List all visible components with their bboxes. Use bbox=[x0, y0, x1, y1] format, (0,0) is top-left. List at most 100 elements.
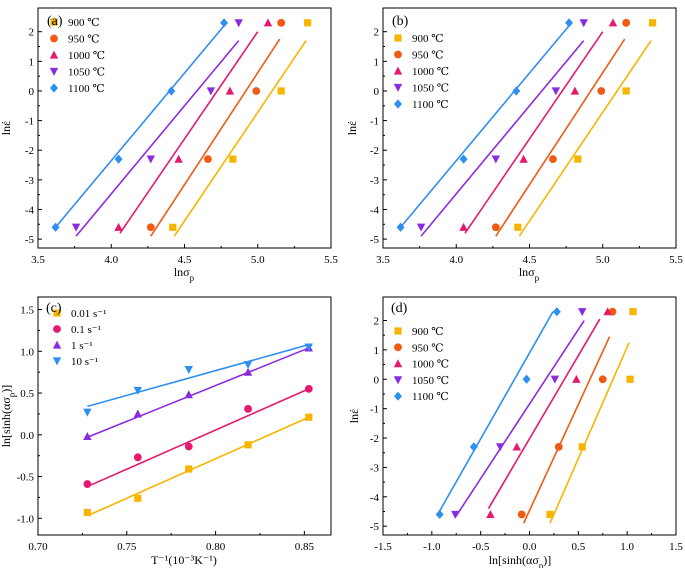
y-tick-label: 1 bbox=[374, 56, 380, 68]
x-tick-label: 5.0 bbox=[251, 254, 265, 266]
x-tick-label: 4.0 bbox=[449, 254, 463, 266]
y-tick-label: -1 bbox=[25, 116, 34, 128]
x-axis-label: lnσp bbox=[519, 265, 540, 283]
plot-frame bbox=[37, 296, 332, 536]
y-tick-label: -1.0 bbox=[17, 513, 35, 525]
x-tick-label: 5.5 bbox=[669, 254, 683, 266]
panel-tag: (a) bbox=[47, 14, 63, 29]
data-point bbox=[486, 510, 495, 519]
data-point bbox=[549, 155, 557, 164]
x-axis-label: ln[sinh(ασp)] bbox=[489, 553, 552, 568]
y-tick-label: 2 bbox=[374, 316, 380, 328]
data-point bbox=[622, 87, 630, 95]
data-point bbox=[114, 222, 123, 231]
legend-marker bbox=[53, 309, 61, 317]
data-point bbox=[133, 386, 142, 395]
data-point bbox=[146, 155, 156, 164]
x-tick-label: 0.80 bbox=[206, 541, 226, 553]
panel-b: 3.5 4.0 4.5 5.0 5.5 -5 -4 -3 -2 -1 0 1 2 900 ℃ 950 ℃ 10… bbox=[345, 7, 683, 283]
legend-label: 1050 ℃ bbox=[412, 83, 449, 95]
legend-marker bbox=[50, 83, 58, 93]
fit-line bbox=[487, 318, 601, 509]
y-tick-label: -5 bbox=[25, 234, 35, 246]
panel-tag: (c) bbox=[46, 301, 62, 316]
data-point bbox=[243, 361, 253, 370]
x-tick-label: 1.0 bbox=[620, 541, 634, 553]
data-point bbox=[396, 222, 405, 232]
x-tick-label: 3.5 bbox=[376, 254, 390, 266]
y-tick-label: -5 bbox=[370, 521, 380, 533]
x-tick-label: -0.5 bbox=[472, 541, 490, 553]
y-axis-label: lnέ bbox=[345, 121, 359, 135]
fit-line bbox=[399, 25, 570, 228]
data-point bbox=[243, 367, 253, 376]
data-point bbox=[622, 18, 631, 27]
legend-marker bbox=[393, 359, 403, 368]
panel-c: 0.70 0.75 0.80 0.85 -1.0 -0.5 0.0 0.5 1.0 1.5 0.01… bbox=[0, 296, 332, 567]
data-point bbox=[185, 465, 193, 473]
data-point bbox=[574, 155, 582, 163]
data-point bbox=[225, 86, 235, 95]
y-tick-label: -1 bbox=[370, 404, 379, 416]
legend-marker bbox=[52, 340, 62, 349]
y-tick-label: -0.5 bbox=[17, 472, 35, 484]
data-point bbox=[220, 18, 229, 28]
y-tick-label: 0 bbox=[29, 86, 35, 98]
data-point bbox=[277, 87, 285, 95]
x-tick-label: 5.0 bbox=[596, 254, 610, 266]
data-point bbox=[629, 308, 637, 316]
data-point bbox=[597, 87, 606, 95]
panel-tag: (d) bbox=[391, 301, 408, 316]
x-axis-label: lnσp bbox=[174, 265, 195, 283]
y-tick-label: 1.5 bbox=[20, 305, 34, 317]
fit-line bbox=[464, 31, 604, 234]
data-point bbox=[133, 409, 142, 418]
x-tick-label: 0.0 bbox=[523, 541, 537, 553]
y-tick-label: -2 bbox=[25, 145, 34, 157]
panel-tag: (b) bbox=[392, 14, 409, 29]
data-point bbox=[578, 308, 587, 317]
data-point bbox=[459, 154, 468, 164]
data-point bbox=[206, 87, 216, 96]
x-tick-label: 5.5 bbox=[324, 254, 338, 266]
data-point bbox=[570, 86, 580, 95]
legend-marker bbox=[393, 376, 403, 385]
x-tick-label: 0.5 bbox=[571, 541, 585, 553]
data-point bbox=[263, 18, 273, 27]
data-point bbox=[304, 384, 313, 393]
data-point bbox=[184, 390, 193, 399]
data-point bbox=[603, 307, 612, 316]
legend-marker bbox=[394, 391, 402, 401]
data-point bbox=[304, 343, 314, 352]
legend-label: 0.01 s⁻¹ bbox=[71, 308, 106, 320]
legend-marker bbox=[394, 327, 402, 335]
data-point bbox=[83, 408, 92, 417]
legend-marker bbox=[394, 343, 402, 352]
data-point bbox=[114, 154, 123, 164]
legend-label: 1000 ℃ bbox=[412, 66, 449, 78]
y-axis-label: lnέ bbox=[347, 409, 361, 423]
legend-marker bbox=[394, 99, 402, 109]
x-axis-label: T⁻¹(10⁻³K⁻¹) bbox=[151, 553, 217, 567]
fit-line bbox=[87, 347, 310, 439]
legend-marker bbox=[52, 357, 62, 366]
legend-label: 10 s⁻¹ bbox=[71, 356, 98, 368]
data-point bbox=[83, 508, 91, 517]
data-point bbox=[184, 366, 193, 375]
x-tick-label: 3.5 bbox=[31, 254, 45, 266]
data-point bbox=[174, 154, 183, 163]
data-point bbox=[83, 480, 92, 488]
y-tick-label: 1 bbox=[374, 345, 380, 357]
data-point bbox=[303, 19, 312, 27]
legend-label: 950 ℃ bbox=[412, 342, 444, 354]
legend-marker bbox=[393, 83, 403, 92]
data-point bbox=[244, 405, 252, 413]
data-point bbox=[244, 441, 252, 449]
fit-line bbox=[518, 40, 652, 237]
x-tick-label: -1.0 bbox=[423, 541, 441, 553]
data-point bbox=[550, 375, 560, 384]
y-tick-label: 0 bbox=[374, 374, 380, 386]
data-point bbox=[491, 223, 500, 232]
fit-line bbox=[173, 40, 307, 237]
